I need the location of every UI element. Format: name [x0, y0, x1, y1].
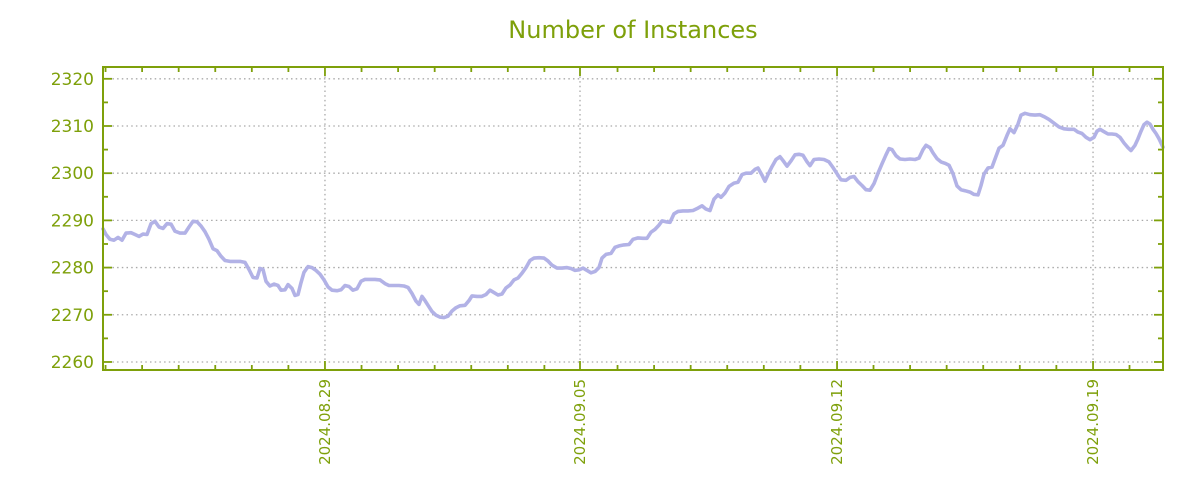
y-tick-label-2270: 2270 [51, 306, 94, 326]
y-tick-label-2310: 2310 [51, 117, 94, 137]
plot-border [102, 66, 1164, 371]
y-tick-label-2300: 2300 [51, 164, 94, 184]
y-tick-label-2290: 2290 [51, 211, 94, 231]
x-tick-label-2024.09.19: 2024.09.19 [1084, 379, 1102, 465]
x-tick-label-2024.09.12: 2024.09.12 [828, 379, 846, 465]
chart-title: Number of Instances [508, 16, 758, 44]
instances-line [101, 111, 1165, 320]
y-tick-label-2280: 2280 [51, 259, 94, 279]
x-tick-label-2024.09.05: 2024.09.05 [571, 379, 589, 465]
x-tick-label-2024.08.29: 2024.08.29 [316, 379, 334, 465]
y-tick-label-2320: 2320 [51, 70, 94, 90]
y-tick-label-2260: 2260 [51, 353, 94, 373]
